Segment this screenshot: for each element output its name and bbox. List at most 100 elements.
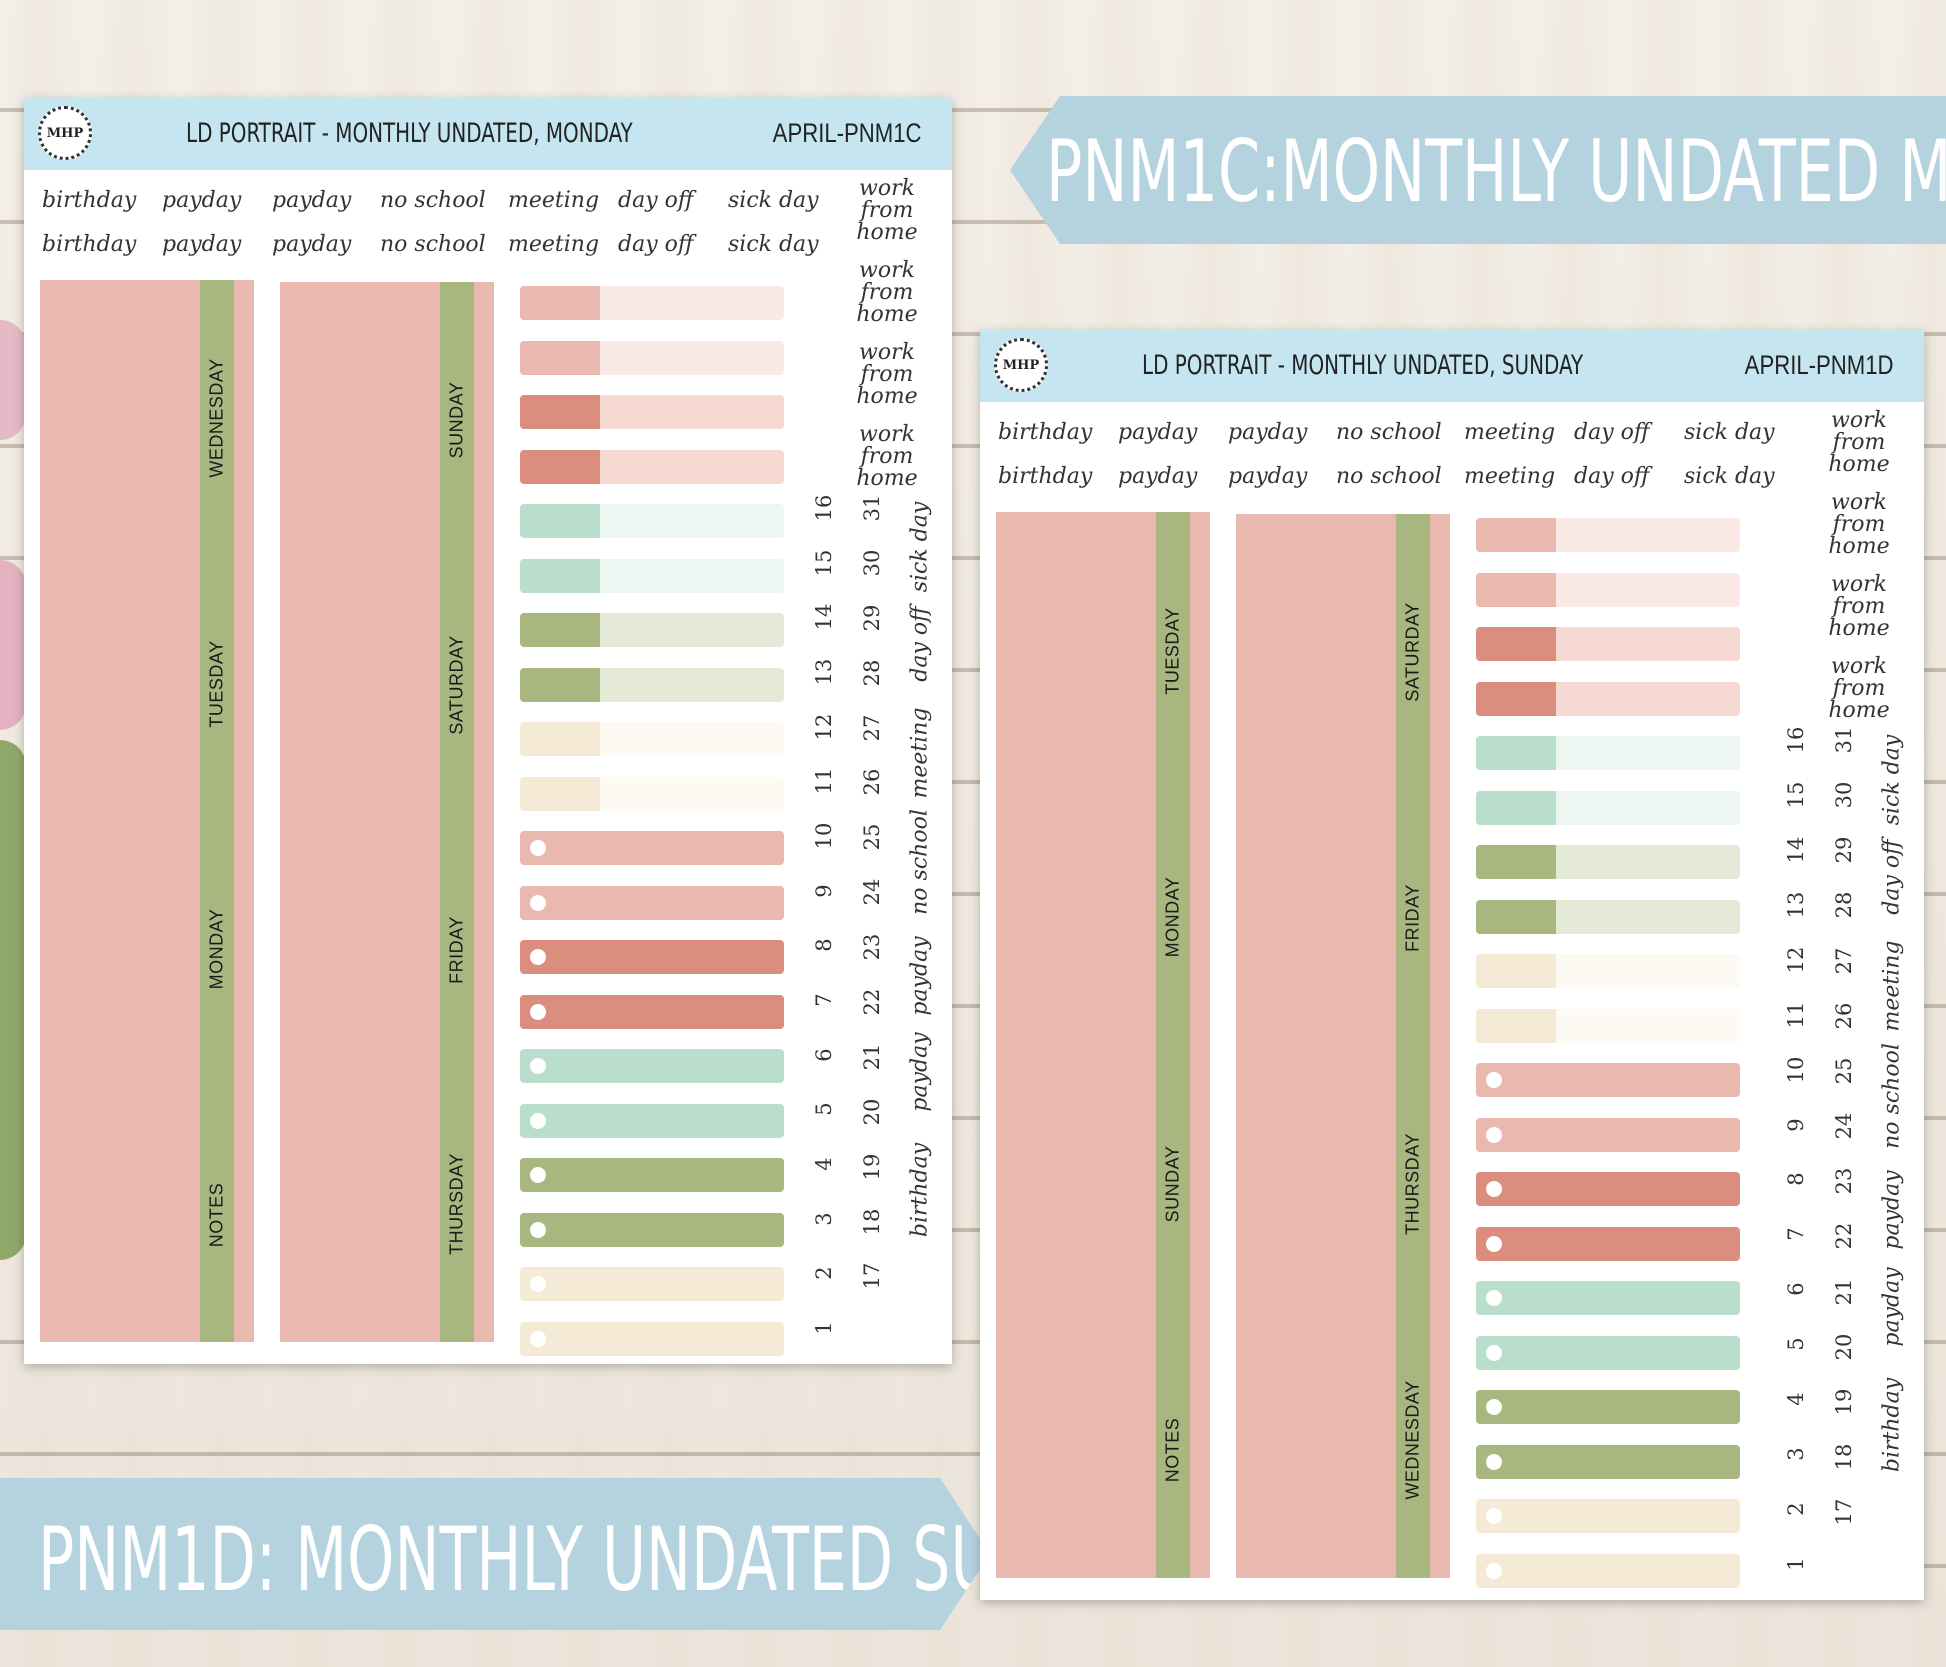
vertical-sticker-word: birthday [1879, 1378, 1905, 1473]
dot-pill-sticker [1476, 1499, 1740, 1533]
header-bar-sticker [1476, 572, 1740, 607]
dot-circle [1486, 1453, 1502, 1470]
date-number: 18 [860, 1208, 884, 1235]
date-number: 3 [812, 1211, 836, 1226]
day-strip-2 [440, 282, 474, 1342]
date-number: 9 [812, 883, 836, 898]
date-number: 11 [812, 767, 836, 795]
dot-pill-sticker [1476, 1335, 1740, 1370]
date-number: 1 [1784, 1557, 1808, 1571]
flower-decoration [0, 560, 26, 730]
wfh-line2: home [1828, 616, 1890, 641]
dot-pill-sticker [1476, 1553, 1740, 1588]
date-number: 2 [812, 1266, 836, 1281]
header-bar-sticker [1476, 899, 1740, 934]
date-number: 20 [860, 1098, 884, 1126]
date-number: 21 [860, 1043, 884, 1071]
vertical-sticker-word: birthday [907, 1142, 933, 1238]
vertical-sticker-word: no school [907, 809, 933, 916]
date-number: 17 [860, 1263, 884, 1290]
dot-circle [1486, 1344, 1502, 1361]
dot-circle [1486, 1290, 1502, 1306]
date-number: 10 [812, 822, 836, 850]
sticker-word: meeting [1464, 420, 1556, 445]
sticker-word: sick day [1684, 420, 1775, 445]
dot-pill-sticker [520, 1049, 784, 1083]
header-bar-sticker [520, 395, 784, 429]
work-from-home-sticker: work from home [832, 424, 942, 490]
dot-circle [530, 1330, 546, 1347]
vertical-sticker-word: payday [907, 936, 933, 1016]
date-number: 21 [1832, 1278, 1856, 1305]
date-number: 13 [1784, 891, 1808, 919]
sticker-word: birthday [42, 232, 137, 257]
sticker-word: payday [162, 188, 242, 213]
date-number: 24 [860, 878, 884, 906]
full-box-panel-1: WEDNESDAY TUESDAY MONDAY NOTES [40, 280, 254, 1342]
sticker-word: sick day [1684, 464, 1775, 489]
date-number: 25 [860, 823, 884, 851]
dot-circle [1486, 1399, 1502, 1415]
sticker-word: day off [1574, 464, 1650, 489]
day-label: THURSDAY [1402, 1133, 1423, 1236]
sticker-word: payday [1118, 464, 1198, 489]
dot-pill-sticker [520, 1158, 784, 1192]
header-bar-sticker [1476, 1008, 1740, 1043]
dot-circle [530, 840, 546, 856]
day-label: WEDNESDAY [1402, 1380, 1423, 1500]
date-number: 15 [812, 549, 836, 577]
day-label: NOTES [1162, 1417, 1183, 1483]
date-number: 31 [1832, 726, 1856, 754]
wfh-line2: home [856, 220, 918, 245]
date-number: 28 [860, 659, 884, 687]
wfh-line1: work from [859, 422, 915, 469]
date-number: 6 [1784, 1282, 1808, 1297]
dot-circle [530, 949, 546, 965]
sticker-word: sick day [728, 188, 819, 213]
dot-circle [1486, 1508, 1502, 1524]
sticker-word: payday [1118, 420, 1198, 445]
wfh-line1: work from [859, 176, 915, 223]
date-number: 9 [1784, 1117, 1808, 1132]
dot-pill-sticker [1476, 1063, 1740, 1097]
dot-pill-sticker [520, 940, 784, 974]
header-bar-sticker [520, 340, 784, 375]
banner-top-text: PNM1C:MONTHLY UNDATED MONDAY [1046, 122, 1946, 222]
date-number: 7 [812, 993, 836, 1007]
date-number: 4 [1784, 1392, 1808, 1406]
dot-pill-sticker [520, 1267, 784, 1301]
date-number: 1 [812, 1321, 836, 1335]
date-number: 26 [860, 769, 884, 796]
date-number: 23 [860, 933, 884, 961]
work-from-home-sticker: work from home [1804, 410, 1914, 476]
sticker-word: meeting [508, 232, 600, 257]
sticker-word: no school [1336, 464, 1442, 489]
dot-pill-sticker [1476, 1117, 1740, 1152]
date-number: 8 [812, 938, 836, 953]
header-bar-sticker [520, 449, 784, 484]
header-bar-sticker [1476, 627, 1740, 661]
date-number: 29 [1832, 836, 1856, 864]
mhp-logo: MHP [38, 106, 92, 160]
dot-pill-sticker [520, 1212, 784, 1247]
vertical-sticker-word: payday [1879, 1267, 1905, 1347]
header-bar-sticker [520, 776, 784, 811]
wfh-line1: work from [1831, 490, 1887, 537]
date-number: 15 [1784, 781, 1808, 809]
banner-bottom: PNM1D: MONTHLY UNDATED SUNDAY [0, 1478, 990, 1630]
day-strip-1 [200, 280, 234, 1342]
dot-circle [530, 1167, 546, 1183]
date-number: 8 [1784, 1172, 1808, 1187]
header-bar-sticker [520, 286, 784, 320]
date-number: 23 [1832, 1167, 1856, 1195]
work-from-home-sticker: work from home [832, 178, 942, 244]
sheet-header: MHP LD PORTRAIT - MONTHLY UNDATED, SUNDAY… [980, 330, 1924, 402]
full-box-panel-2: SATURDAY FRIDAY THURSDAY WEDNESDAY [1236, 514, 1450, 1578]
work-from-home-sticker: work from home [1804, 656, 1914, 722]
dot-circle [530, 1058, 546, 1074]
sticker-word: sick day [728, 232, 819, 257]
date-number: 4 [812, 1157, 836, 1171]
date-number: 5 [812, 1102, 836, 1117]
header-bar-sticker [1476, 736, 1740, 770]
work-from-home-sticker: work from home [832, 342, 942, 408]
